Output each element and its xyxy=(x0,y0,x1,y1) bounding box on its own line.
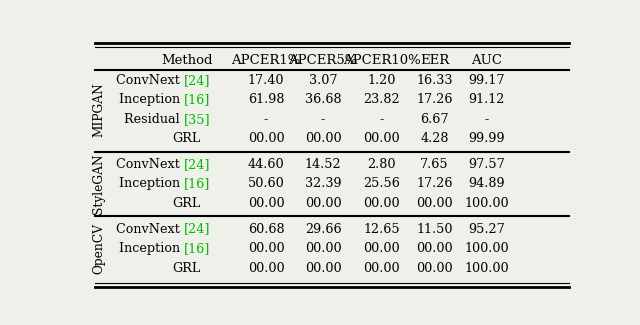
Text: ConvNext: ConvNext xyxy=(116,158,184,171)
Text: 23.82: 23.82 xyxy=(364,93,400,106)
Text: 60.68: 60.68 xyxy=(248,223,284,236)
Text: [16]: [16] xyxy=(184,93,211,106)
Text: APCER1%: APCER1% xyxy=(231,54,301,67)
Text: MIPGAN: MIPGAN xyxy=(92,82,106,137)
Text: 32.39: 32.39 xyxy=(305,177,341,190)
Text: ConvNext: ConvNext xyxy=(116,74,184,87)
Text: Residual: Residual xyxy=(124,113,184,126)
Text: Inception: Inception xyxy=(119,177,184,190)
Text: 99.99: 99.99 xyxy=(468,132,505,145)
Text: 12.65: 12.65 xyxy=(364,223,400,236)
Text: Inception: Inception xyxy=(119,93,184,106)
Text: -: - xyxy=(484,113,489,126)
Text: 17.26: 17.26 xyxy=(417,177,453,190)
Text: 99.17: 99.17 xyxy=(468,74,505,87)
Text: 00.00: 00.00 xyxy=(248,132,284,145)
Text: 91.12: 91.12 xyxy=(468,93,505,106)
Text: 94.89: 94.89 xyxy=(468,177,505,190)
Text: [35]: [35] xyxy=(184,113,211,126)
Text: 1.20: 1.20 xyxy=(367,74,396,87)
Text: Inception: Inception xyxy=(119,242,184,255)
Text: -: - xyxy=(380,113,384,126)
Text: 00.00: 00.00 xyxy=(305,262,341,275)
Text: 00.00: 00.00 xyxy=(364,242,400,255)
Text: OpenCV: OpenCV xyxy=(92,223,106,274)
Text: 17.40: 17.40 xyxy=(248,74,284,87)
Text: 00.00: 00.00 xyxy=(305,132,341,145)
Text: GRL: GRL xyxy=(173,262,201,275)
Text: Method: Method xyxy=(161,54,212,67)
Text: [24]: [24] xyxy=(184,158,211,171)
Text: 100.00: 100.00 xyxy=(465,197,509,210)
Text: [24]: [24] xyxy=(184,74,211,87)
Text: 00.00: 00.00 xyxy=(417,242,453,255)
Text: 100.00: 100.00 xyxy=(465,242,509,255)
Text: APCER10%: APCER10% xyxy=(342,54,420,67)
Text: 00.00: 00.00 xyxy=(305,242,341,255)
Text: 00.00: 00.00 xyxy=(305,197,341,210)
Text: 00.00: 00.00 xyxy=(364,262,400,275)
Text: 44.60: 44.60 xyxy=(248,158,284,171)
Text: 4.28: 4.28 xyxy=(420,132,449,145)
Text: 61.98: 61.98 xyxy=(248,93,284,106)
Text: ConvNext: ConvNext xyxy=(116,223,184,236)
Text: EER: EER xyxy=(420,54,449,67)
Text: 95.27: 95.27 xyxy=(468,223,505,236)
Text: 2.80: 2.80 xyxy=(367,158,396,171)
Text: 00.00: 00.00 xyxy=(364,132,400,145)
Text: 11.50: 11.50 xyxy=(417,223,453,236)
Text: 97.57: 97.57 xyxy=(468,158,505,171)
Text: [24]: [24] xyxy=(184,223,211,236)
Text: 00.00: 00.00 xyxy=(417,262,453,275)
Text: 00.00: 00.00 xyxy=(248,262,284,275)
Text: [16]: [16] xyxy=(184,177,211,190)
Text: GRL: GRL xyxy=(173,197,201,210)
Text: 100.00: 100.00 xyxy=(465,262,509,275)
Text: -: - xyxy=(321,113,325,126)
Text: 7.65: 7.65 xyxy=(420,158,449,171)
Text: GRL: GRL xyxy=(173,132,201,145)
Text: -: - xyxy=(264,113,268,126)
Text: [16]: [16] xyxy=(184,242,211,255)
Text: 25.56: 25.56 xyxy=(363,177,400,190)
Text: 29.66: 29.66 xyxy=(305,223,341,236)
Text: AUC: AUC xyxy=(471,54,502,67)
Text: APCER5%: APCER5% xyxy=(289,54,358,67)
Text: 00.00: 00.00 xyxy=(417,197,453,210)
Text: 50.60: 50.60 xyxy=(248,177,284,190)
Text: 6.67: 6.67 xyxy=(420,113,449,126)
Text: 17.26: 17.26 xyxy=(417,93,453,106)
Text: 00.00: 00.00 xyxy=(248,242,284,255)
Text: StyleGAN: StyleGAN xyxy=(92,154,106,214)
Text: 36.68: 36.68 xyxy=(305,93,341,106)
Text: 00.00: 00.00 xyxy=(364,197,400,210)
Text: 16.33: 16.33 xyxy=(417,74,453,87)
Text: 00.00: 00.00 xyxy=(248,197,284,210)
Text: 3.07: 3.07 xyxy=(308,74,337,87)
Text: 14.52: 14.52 xyxy=(305,158,341,171)
